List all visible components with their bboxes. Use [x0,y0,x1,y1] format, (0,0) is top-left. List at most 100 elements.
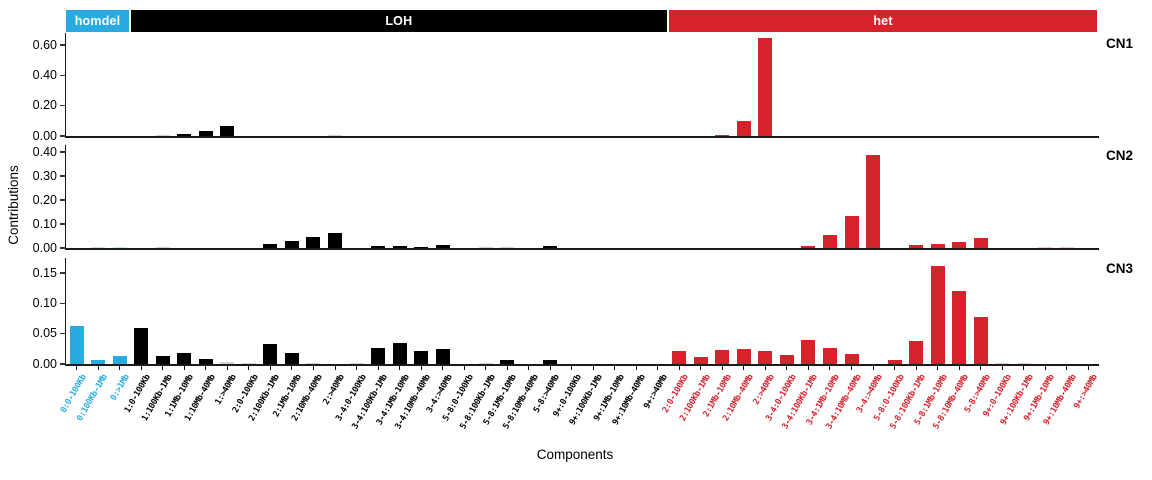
y-tick-CN2 [60,199,65,201]
x-tick [764,365,766,370]
x-tick [635,365,637,370]
x-tick [205,365,207,370]
bar-CN3-5-8:>40Mb [973,317,988,364]
bar-CN1-2:>40Mb [328,135,342,136]
bar-CN2-5-8:100Kb-1Mb [909,244,924,248]
bar-CN2-5-8:10Mb-40Mb [952,242,967,248]
bar-CN3-5-8:1Mb-10Mb [500,359,515,364]
y-tick-CN2 [60,175,65,177]
y-tick-label-CN1: 0.00 [32,128,57,143]
bar-CN2-2:100Kb-1Mb [263,244,278,248]
bar-CN1-1:>40Mb [220,126,235,136]
bar-CN2-5-8:100Kb-1Mb [478,247,493,248]
bar-CN1-1:10Mb-40Mb [198,130,213,136]
x-tick [226,365,228,370]
y-tick-label-CN2: 0.40 [32,144,57,159]
bar-CN2-3-4:10Mb-40Mb [844,215,859,248]
x-tick [592,365,594,370]
x-tick [269,365,271,370]
y-tick-label-CN2: 0.00 [32,240,57,255]
bar-CN3-3-4:0-100Kb [779,354,794,364]
x-tick [786,365,788,370]
x-tick [334,365,336,370]
x-tick [97,365,99,370]
bar-CN3-0:>1Mb [112,356,127,364]
bar-CN3-5-8:10Mb-40Mb [952,290,967,364]
bar-CN1-1:100Kb-1Mb [155,135,170,136]
bar-CN3-1:1Mb-10Mb [177,353,192,364]
bar-CN3-3-4:1Mb-10Mb [392,342,407,364]
bar-CN3-5-8:1Mb-10Mb [930,266,945,364]
y-tick-label-CN1: 0.20 [32,98,57,113]
bar-CN1-1:1Mb-10Mb [177,134,192,136]
y-tick-label-CN3: 0.00 [32,356,57,371]
x-tick [183,365,185,370]
bar-CN2-5-8:>40Mb [973,238,988,248]
x-tick [700,365,702,370]
band-label-homdel: homdel [74,14,121,28]
bar-CN1-2:10Mb-40Mb [736,120,751,136]
bar-CN2-3-4:1Mb-10Mb [822,234,837,248]
bar-CN3-3-4:>40Mb [435,348,450,364]
bar-CN3-1:10Mb-40Mb [198,359,213,364]
bar-CN3-2:100Kb-1Mb [263,344,278,364]
x-tick [162,365,164,370]
y-tick-CN1 [60,44,65,46]
x-tick [76,365,78,370]
bar-CN3-1:100Kb-1Mb [155,356,170,364]
y-tick-CN1 [60,74,65,77]
bar-CN3-9+:100Kb-1Mb [1016,362,1031,364]
band-LOH: LOH [130,10,668,32]
x-tick [399,365,401,370]
bar-CN2-5-8:1Mb-10Mb [930,243,945,248]
bar-CN2-3-4:10Mb-40Mb [414,246,429,248]
x-tick [1023,365,1025,370]
x-axis-line-CN3 [64,364,1099,366]
y-tick-CN3 [60,332,65,335]
y-tick-CN2 [60,223,65,225]
x-tick [657,365,659,370]
bar-CN3-2:1Mb-10Mb [284,353,299,364]
x-tick [980,365,982,370]
y-tick-CN1 [60,104,65,107]
x-axis-title-text: Components [536,447,614,462]
x-tick [829,365,831,370]
y-tick-label-CN2: 0.10 [32,216,57,231]
y-tick-label-CN2: 0.20 [32,192,57,207]
x-tick [485,365,487,370]
bar-CN3-3-4:0-100Kb [349,362,364,364]
y-tick-label-CN3: 0.05 [32,326,57,341]
bar-CN3-1:>40Mb [220,362,235,364]
bar-CN2-3-4:>40Mb [435,245,450,248]
x-tick [420,365,422,370]
y-axis-line-CN3 [64,258,66,365]
x-tick [506,365,508,370]
bar-CN3-0:100Kb-1Mb [91,360,106,364]
bar-CN2-5-8:>40Mb [543,246,558,248]
band-homdel: homdel [66,10,130,32]
bar-CN3-9+:0-100Kb [995,362,1010,364]
x-tick [442,365,444,370]
y-tick-label-CN3: 0.15 [32,265,57,280]
x-tick [140,365,142,370]
x-tick [248,365,250,370]
bar-CN3-5-8:>40Mb [543,359,558,364]
x-tick [915,365,917,370]
x-tick [678,365,680,370]
bar-CN2-9+:1Mb-10Mb [1038,247,1053,248]
bar-CN3-3-4:100Kb-1Mb [801,339,816,364]
bar-CN3-2:1Mb-10Mb [715,350,730,364]
bar-CN3-3-4:100Kb-1Mb [371,348,386,364]
y-tick-CN3 [60,302,65,305]
x-axis-line-CN2 [64,248,1099,250]
x-tick [1066,365,1068,370]
bar-CN2-2:10Mb-40Mb [306,236,321,248]
panel-title-CN1: CN1 [1106,36,1134,51]
bar-CN3-1:0-100Kb [134,327,149,364]
x-tick [1087,365,1089,370]
x-tick [377,365,379,370]
x-tick [958,365,960,370]
y-tick-label-CN2: 0.30 [32,168,57,183]
bar-CN2-0:>1Mb [112,247,127,248]
bar-CN2-0:100Kb-1Mb [91,246,106,248]
